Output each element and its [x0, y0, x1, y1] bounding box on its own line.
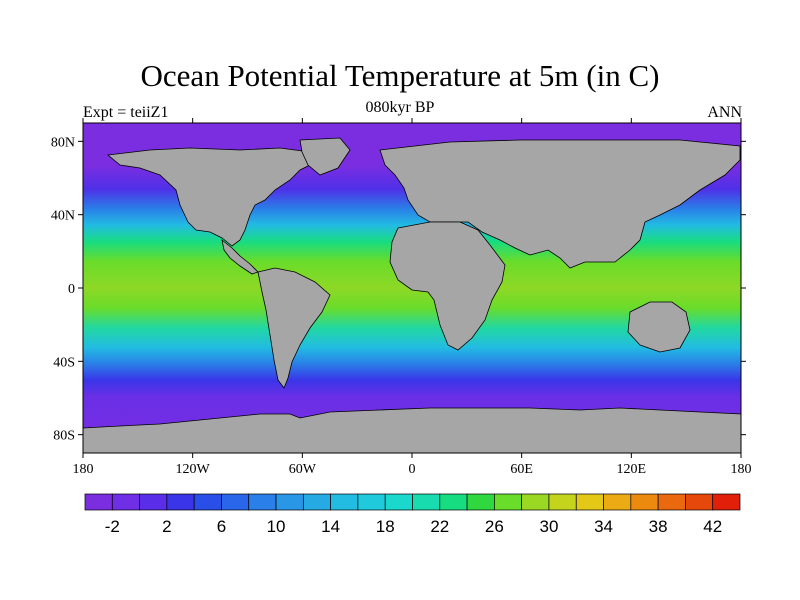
chart-subtitle: 080kyr BP	[365, 99, 435, 116]
colorbar-label: -2	[105, 517, 120, 536]
colorbar-swatch	[575, 493, 604, 511]
colorbar-swatch	[330, 493, 359, 511]
colorbar-label: 2	[162, 517, 171, 536]
colorbar-label: 42	[703, 517, 722, 536]
colorbar-label: 26	[485, 517, 504, 536]
y-tick-label: 80N	[51, 135, 75, 150]
x-tick-label: 60W	[289, 462, 317, 477]
colorbar-swatch	[384, 493, 413, 511]
colorbar-label: 22	[430, 517, 449, 536]
colorbar-swatch	[412, 493, 441, 511]
colorbar-swatch	[221, 493, 250, 511]
colorbar-swatch	[712, 493, 741, 511]
antarctica	[82, 407, 742, 454]
colorbar-swatch	[630, 493, 659, 511]
colorbar-swatch	[548, 493, 577, 511]
colorbar-swatch	[357, 493, 386, 511]
colorbar-swatch	[466, 493, 495, 511]
colorbar-swatch	[139, 493, 168, 511]
x-tick-label: 0	[409, 462, 416, 477]
y-tick-label: 40N	[51, 209, 75, 224]
colorbar-swatch	[84, 493, 113, 511]
map-ticks: 180 120W 60W 0 60E 120E 180 80N 40N 0 40S 80S	[51, 118, 752, 477]
colorbar-swatch	[657, 493, 686, 511]
colorbar-swatch	[248, 493, 277, 511]
colorbar-swatch	[193, 493, 222, 511]
y-tick-label: 80S	[53, 429, 75, 444]
south-america	[257, 267, 331, 389]
season-label: ANN	[707, 104, 742, 121]
colorbar: -2 2 6 10 14 18 22 26 30 34 38 42	[84, 493, 741, 536]
greenland	[299, 137, 351, 176]
north-america	[107, 147, 321, 247]
colorbar-swatch	[439, 493, 468, 511]
colorbar-swatch	[685, 493, 714, 511]
colorbar-swatch	[275, 493, 304, 511]
colorbar-swatch	[603, 493, 632, 511]
colorbar-label: 34	[594, 517, 613, 536]
x-tick-label: 120E	[617, 462, 647, 477]
colorbar-swatch	[521, 493, 550, 511]
central-america	[221, 239, 259, 275]
africa	[389, 221, 506, 351]
x-tick-label: 180	[731, 462, 752, 477]
colorbar-label: 30	[539, 517, 558, 536]
colorbar-label: 18	[376, 517, 395, 536]
y-tick-label: 40S	[53, 355, 75, 370]
experiment-label: Expt = teiiZ1	[83, 104, 169, 121]
x-tick-label: 60E	[510, 462, 533, 477]
eurasia	[379, 139, 741, 269]
colorbar-label: 14	[321, 517, 340, 536]
x-tick-label: 120W	[176, 462, 211, 477]
colorbar-label: 10	[267, 517, 286, 536]
colorbar-swatch	[166, 493, 195, 511]
australia	[627, 301, 691, 353]
x-tick-label: 180	[73, 462, 94, 477]
colorbar-swatch	[111, 493, 140, 511]
colorbar-label: 38	[649, 517, 668, 536]
colorbar-swatch	[302, 493, 331, 511]
chart-title: Ocean Potential Temperature at 5m (in C)	[140, 58, 660, 93]
colorbar-label: 6	[217, 517, 226, 536]
colorbar-swatch	[494, 493, 523, 511]
land-masses	[82, 137, 742, 454]
y-tick-label: 0	[68, 282, 75, 297]
